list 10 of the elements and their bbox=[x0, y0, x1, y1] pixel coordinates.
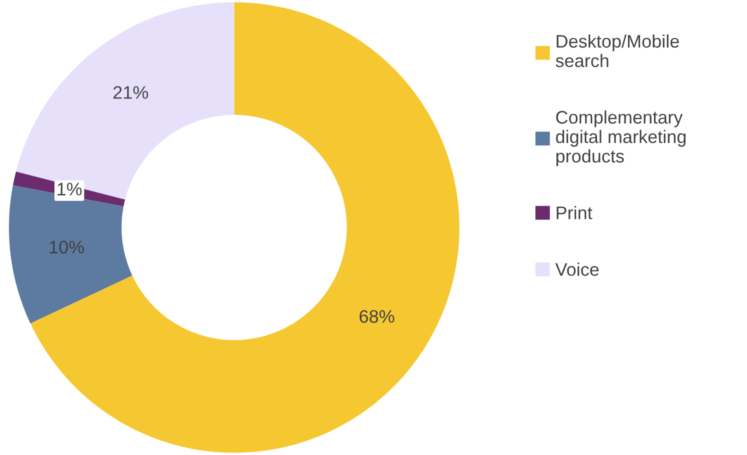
legend-label: Complementary digital marketing products bbox=[556, 110, 686, 166]
legend-label: Voice bbox=[555, 262, 599, 276]
legend-label: Print bbox=[556, 206, 592, 220]
data-label: 10% bbox=[50, 240, 84, 254]
donut-slice bbox=[16, 2, 234, 200]
donut-slice bbox=[30, 2, 460, 453]
data-label: 21% bbox=[113, 86, 148, 99]
data-label: 68% bbox=[360, 310, 394, 323]
legend-label: Desktop/Mobile search bbox=[556, 34, 679, 68]
data-label: 1% bbox=[58, 182, 82, 196]
